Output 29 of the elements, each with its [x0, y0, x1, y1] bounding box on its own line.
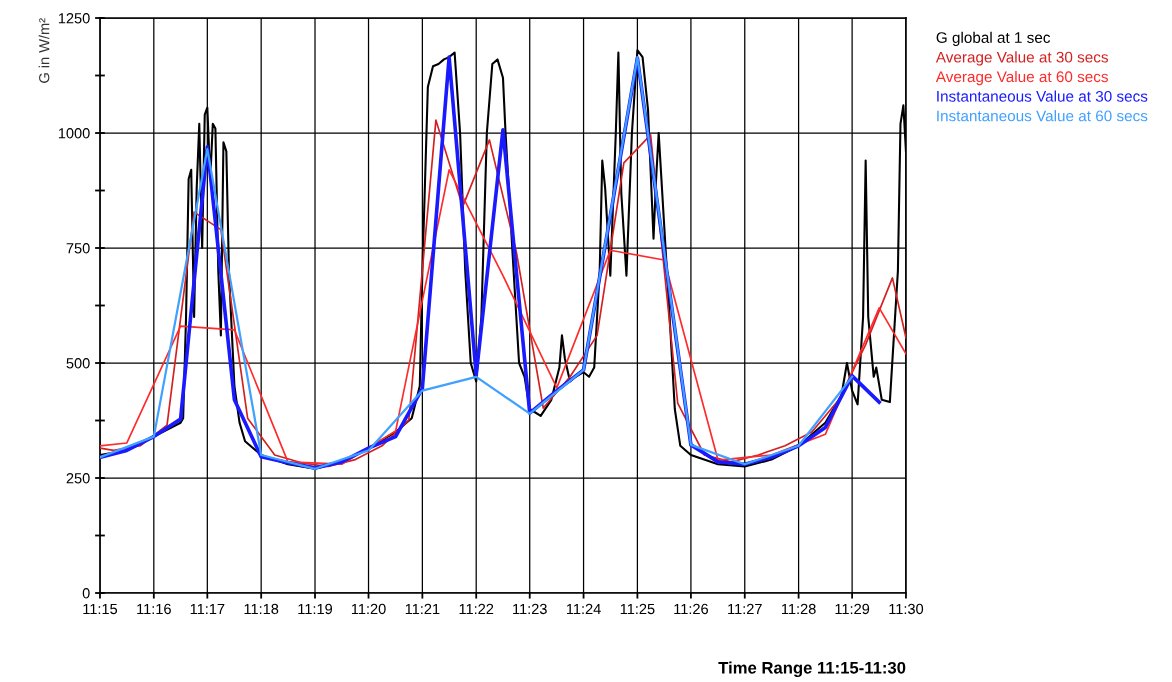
x-tick-label: 11:21 [405, 603, 440, 614]
x-tick-label: 11:17 [190, 603, 225, 614]
y-tick-label: 250 [66, 473, 90, 484]
x-tick-label: 11:20 [351, 603, 386, 615]
x-tick-label: 11:18 [244, 603, 279, 615]
text: Instantaneous Value at 30 secs [937, 90, 1148, 102]
x-tick-label: 11:30 [889, 603, 924, 615]
x-tick-label: 11:26 [674, 603, 708, 615]
x-tick-label: 11:16 [137, 603, 171, 615]
x-tick-label: 11:24 [566, 603, 601, 614]
x-tick-label: 11:22 [459, 603, 494, 614]
y-tick-label: 750 [66, 243, 90, 254]
y-axis-title: G in W/m² [38, 18, 50, 83]
x-tick-label: 11:15 [83, 603, 118, 615]
x-tick-label: 11:19 [298, 603, 333, 615]
x-tick-label: 11:27 [728, 603, 762, 614]
x-tick-label: 11:28 [782, 603, 816, 615]
text: G global at 1 sec [936, 31, 1051, 46]
x-tick-label: 11:29 [835, 603, 870, 615]
text: Average Value at 60 secs [935, 70, 1108, 86]
y-tick-label: 500 [66, 358, 90, 369]
x-tick-label: 11:25 [620, 603, 655, 615]
text: Instantaneous Value at 60 secs [937, 110, 1148, 122]
text: Average Value at 30 secs [935, 51, 1108, 66]
y-tick-label: 1250 [58, 13, 90, 24]
x-tick-label: 11:23 [513, 603, 547, 615]
y-tick-label: 0 [82, 588, 90, 599]
x-axis-title: Time Range 11:15-11:30 [718, 661, 906, 678]
y-tick-label: 1000 [58, 128, 90, 139]
